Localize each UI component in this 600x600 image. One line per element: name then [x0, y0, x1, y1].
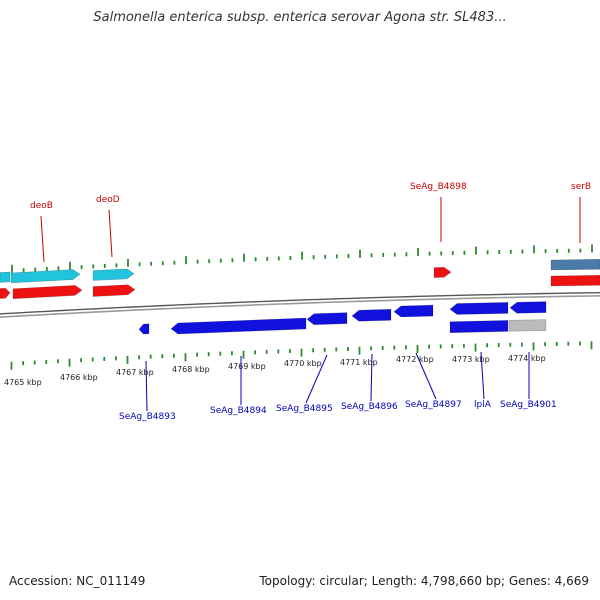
gene-arrow-red — [550, 274, 600, 287]
kbp-scale-labels: 4765 kbp 4766 kbp 4767 kbp 4768 kbp 4769 kbp… — [4, 354, 546, 387]
gene-arrow-red — [92, 284, 136, 297]
accession-text: Accession: NC_011149 — [9, 574, 146, 588]
genome-title: Salmonella enterica subsp. enterica sero… — [93, 10, 507, 25]
gene-label-seag_b4901: SeAg_B4901 — [500, 400, 557, 410]
gene-arrow-red — [433, 266, 452, 278]
genome-backbone — [0, 291, 600, 318]
gene-label-seag_b4893: SeAg_B4893 — [119, 412, 176, 422]
gene-label-seag_b4896: SeAg_B4896 — [341, 402, 398, 412]
gene-label-seag_b4898: SeAg_B4898 — [410, 182, 467, 192]
gene-leader-line — [415, 352, 437, 400]
backbone-line-outer — [0, 291, 600, 315]
tick-marks-upper — [11, 244, 593, 273]
gene-arrow-cyan — [0, 271, 11, 283]
gene-label-lpla: lplA — [474, 400, 492, 410]
gene-leader-line — [480, 351, 485, 400]
kbp-tick-label: 4766 kbp — [60, 373, 98, 382]
gene-leader-line — [305, 354, 328, 404]
gene-arrow-blue — [509, 301, 547, 314]
gene-arrow-blue — [138, 323, 150, 335]
gene-label-deod: deoD — [96, 195, 120, 205]
genome-summary-text: Topology: circular; Length: 4,798,660 bp… — [259, 574, 589, 588]
kbp-tick-label: 4774 kbp — [508, 354, 546, 363]
gene-leader-line — [40, 215, 45, 263]
gene-arrow-cyan — [10, 269, 81, 284]
feature-track — [0, 258, 600, 335]
gene-arrow-gray — [508, 319, 547, 332]
gene-label-seag_b4895: SeAg_B4895 — [276, 404, 333, 414]
gene-leader-line — [145, 360, 148, 412]
gene-arrow-cyan — [92, 268, 135, 281]
kbp-tick-label: 4768 kbp — [172, 365, 210, 374]
backbone-line-inner — [0, 295, 600, 318]
gene-label-deob: deoB — [30, 201, 53, 211]
gene-arrow-blue — [449, 302, 509, 315]
gene-arrow-blue — [351, 308, 392, 322]
gene-labels: deoB deoD SeAg_B4898 serB SeAg_B4893 SeAg_B48… — [30, 182, 591, 422]
gene-arrow-blue — [170, 317, 307, 335]
gene-arrow-red — [0, 287, 11, 299]
gene-leader-line — [370, 353, 373, 402]
kbp-tick-label: 4765 kbp — [4, 378, 42, 387]
gene-label-seag_b4897: SeAg_B4897 — [405, 400, 462, 410]
tick-marks-lower — [10, 341, 593, 370]
gene-arrow-blue — [306, 312, 348, 326]
gene-arrow-red — [12, 285, 83, 300]
gene-leader-line — [108, 209, 113, 258]
gene-label-seag_b4894: SeAg_B4894 — [210, 406, 267, 416]
kbp-tick-label: 4771 kbp — [340, 358, 378, 367]
gene-arrow-blue — [449, 320, 509, 334]
kbp-tick-label: 4772 kbp — [396, 355, 434, 364]
gene-label-serb: serB — [571, 182, 591, 192]
kbp-tick-label: 4769 kbp — [228, 362, 266, 371]
gene-arrow-steel — [550, 258, 600, 271]
gene-arrow-blue — [393, 304, 434, 318]
kbp-tick-label: 4773 kbp — [452, 355, 490, 364]
kbp-tick-label: 4767 kbp — [116, 368, 154, 377]
label-leader-lines — [40, 197, 581, 412]
kbp-tick-label: 4770 kbp — [284, 359, 322, 368]
